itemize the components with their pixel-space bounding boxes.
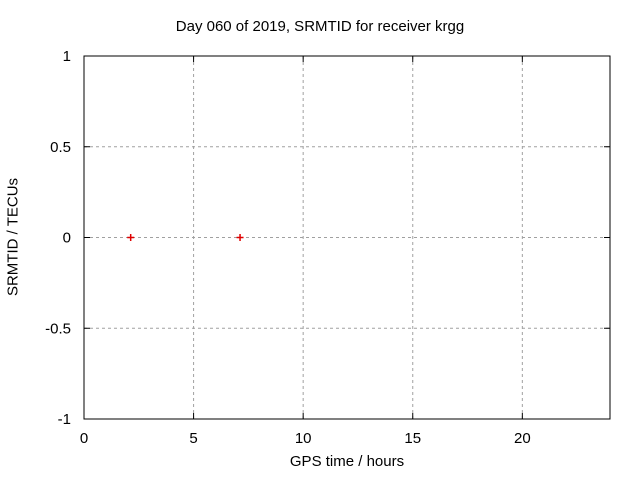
x-tick-label: 15 [404, 430, 421, 447]
y-tick-label: 1 [63, 48, 71, 65]
chart-title: Day 060 of 2019, SRMTID for receiver krg… [175, 18, 465, 35]
y-tick-label: 0.5 [50, 139, 71, 156]
x-tick-label: 10 [295, 430, 312, 447]
x-tick-label: 20 [514, 430, 531, 447]
x-tick-label: 5 [189, 430, 197, 447]
x-tick-label: 0 [80, 430, 88, 447]
y-tick-label: 0 [63, 230, 71, 247]
y-tick-label: -1 [58, 411, 71, 428]
plot-border [83, 55, 611, 420]
y-tick-label: -0.5 [45, 320, 71, 337]
x-axis-label: GPS time / hours [289, 453, 405, 470]
